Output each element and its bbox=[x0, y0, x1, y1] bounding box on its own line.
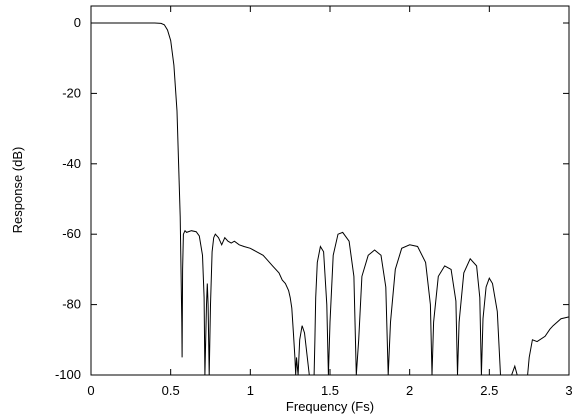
x-axis-label: Frequency (Fs) bbox=[286, 399, 374, 414]
x-tick-label: 1 bbox=[247, 383, 254, 398]
y-axis-label: Response (dB) bbox=[10, 147, 25, 234]
x-tick-label: 0.5 bbox=[162, 383, 180, 398]
x-tick-label: 2.5 bbox=[480, 383, 498, 398]
y-tick-label: -80 bbox=[62, 297, 81, 312]
x-tick-label: 3 bbox=[565, 383, 572, 398]
x-tick-label: 0 bbox=[87, 383, 94, 398]
x-tick-label: 1.5 bbox=[321, 383, 339, 398]
y-tick-label: -100 bbox=[55, 367, 81, 382]
y-tick-label: -60 bbox=[62, 226, 81, 241]
y-tick-label: -40 bbox=[62, 156, 81, 171]
x-tick-label: 2 bbox=[406, 383, 413, 398]
y-tick-label: 0 bbox=[74, 15, 81, 30]
x-axis-ticks: 0 0.5 1 1.5 2 2.5 3 bbox=[87, 6, 573, 398]
response-line bbox=[91, 22, 570, 376]
y-axis-ticks: 0 -20 -40 -60 -80 -100 bbox=[55, 15, 569, 382]
y-tick-label: -20 bbox=[62, 85, 81, 100]
